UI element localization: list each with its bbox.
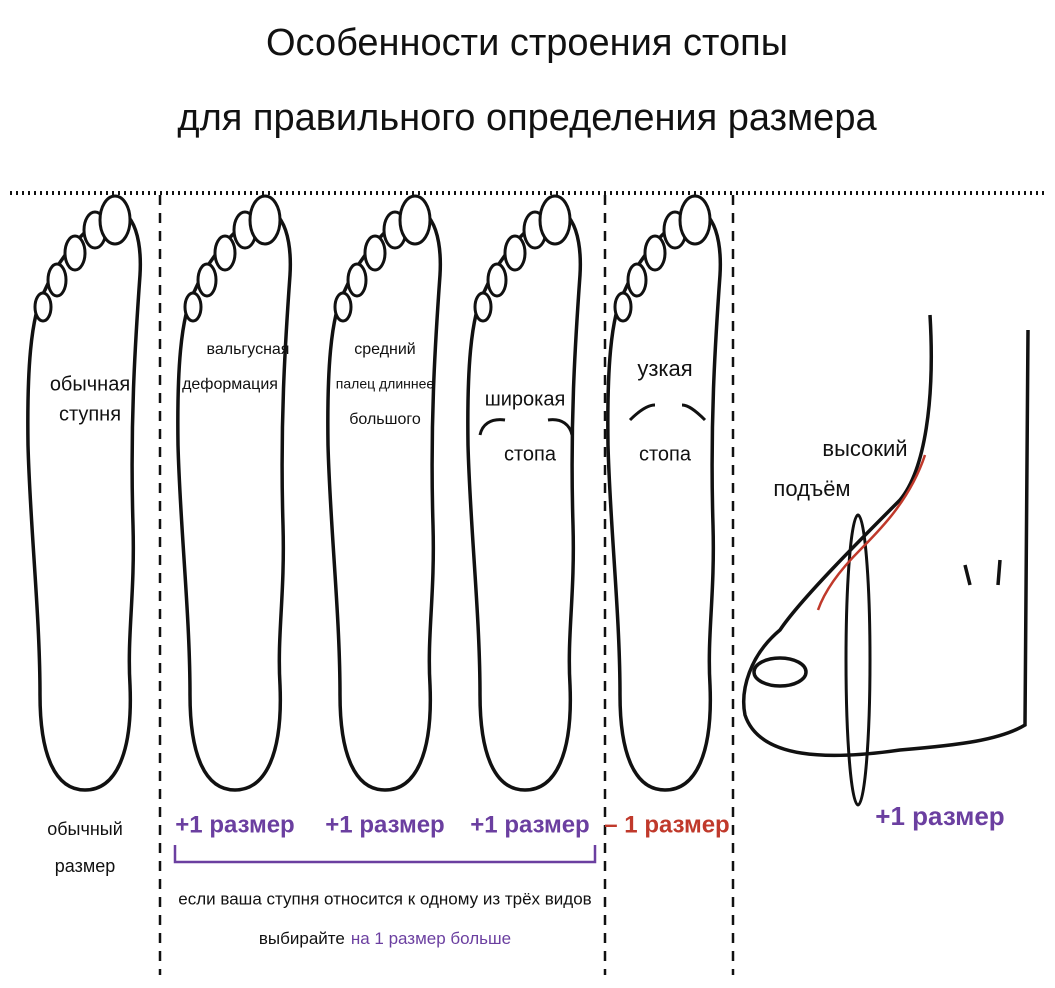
foot-outline: [176, 208, 293, 792]
size-label: размер: [55, 856, 115, 876]
toe: [183, 291, 203, 323]
size-label: обычный: [47, 819, 123, 839]
foot-label: обычная: [50, 373, 130, 395]
toe: [363, 234, 387, 272]
foot: [176, 194, 293, 792]
dividers: [158, 195, 735, 975]
foot-label: ступня: [59, 403, 121, 425]
bracket: [173, 845, 597, 864]
foot-outline: [326, 208, 443, 792]
toe: [213, 234, 237, 272]
foot-label: вальгусная: [207, 341, 290, 358]
note: выбирайте на 1 размер больше: [259, 929, 511, 948]
toe: [196, 262, 218, 298]
foot-outline: [606, 208, 723, 792]
instep-label: подъём: [773, 476, 850, 501]
arrows: [478, 403, 707, 436]
toe: [98, 194, 132, 246]
title: Особенности строения стопы для правильно…: [177, 22, 877, 139]
title-line: для правильного определения размера: [177, 97, 877, 139]
toe: [46, 262, 68, 298]
foot-label: палец длиннее: [336, 376, 435, 392]
title-line: Особенности строения стопы: [266, 22, 788, 64]
toe: [503, 234, 527, 272]
foot: [326, 194, 443, 792]
note-highlight: на 1 размер больше: [351, 929, 511, 948]
foot-label: средний: [354, 341, 416, 358]
foot: [26, 194, 143, 792]
foot-label: широкая: [485, 388, 566, 410]
size-label: +1 размер: [875, 801, 1004, 831]
toe: [398, 194, 432, 246]
foot-label: стопа: [639, 443, 692, 465]
toe: [613, 291, 633, 323]
foot-label: деформация: [182, 376, 278, 393]
toe: [643, 234, 667, 272]
foot-outline: [26, 208, 143, 792]
note: если ваша ступня относится к одному из т…: [178, 889, 591, 908]
size-label: +1 размер: [470, 811, 589, 838]
feet: [26, 194, 723, 792]
side-foot: [742, 314, 1030, 807]
toe: [538, 194, 572, 246]
size-label: +1 размер: [325, 811, 444, 838]
foot: [466, 194, 583, 792]
toe: [63, 234, 87, 272]
toe: [248, 194, 282, 246]
toe: [678, 194, 712, 246]
toe: [626, 262, 648, 298]
toe: [33, 291, 53, 323]
toe: [486, 262, 508, 298]
toe: [333, 291, 353, 323]
size-label: – 1 размер: [604, 811, 729, 838]
toe: [473, 291, 493, 323]
foot-outline: [466, 208, 583, 792]
foot: [606, 194, 723, 792]
toe: [346, 262, 368, 298]
foot-label: узкая: [637, 356, 692, 381]
foot-label: большого: [349, 411, 421, 428]
instep-label: высокий: [822, 436, 907, 461]
size-label: +1 размер: [175, 811, 294, 838]
foot-label: стопа: [504, 443, 557, 465]
note-text: выбирайте: [259, 929, 345, 948]
